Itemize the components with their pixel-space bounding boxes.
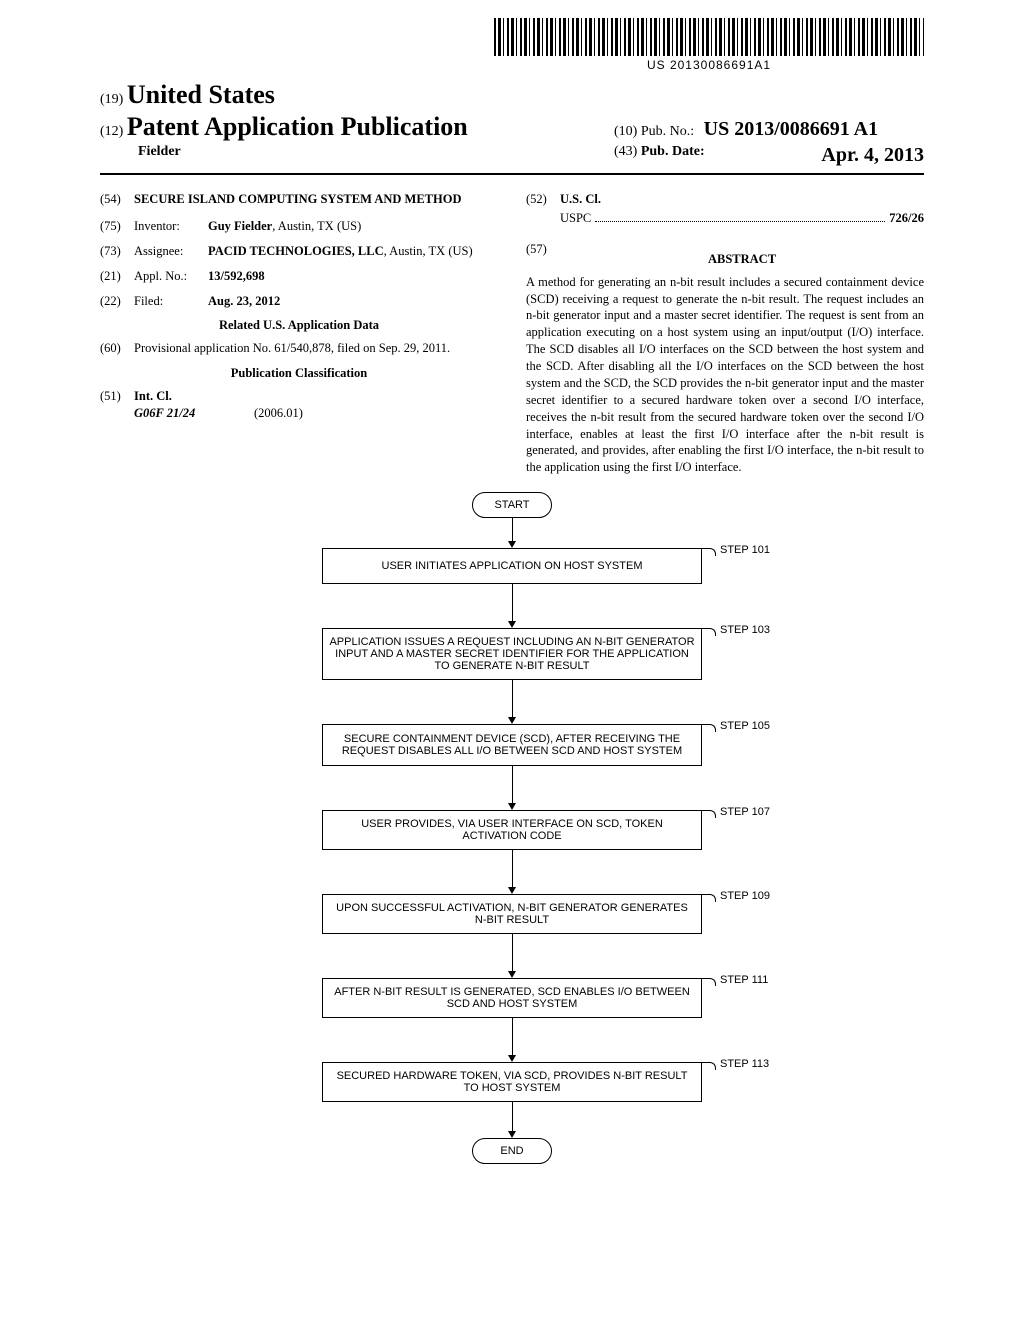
barcode-text: US 20130086691A1 (494, 58, 924, 72)
flow-arrow-line (512, 934, 513, 971)
flowchart: START USER INITIATES APPLICATION ON HOST … (100, 492, 924, 1252)
assignee-name: PACID TECHNOLOGIES, LLC (208, 244, 384, 258)
pubno-label: Pub. No.: (641, 124, 694, 139)
flow-node-end: END (472, 1138, 552, 1164)
pub-type: Patent Application Publication (127, 112, 468, 141)
applno-num: (21) (100, 268, 134, 285)
pubdate-line: (43) Pub. Date: Apr. 4, 2013 (614, 144, 924, 167)
abstract-num: (57) (526, 241, 560, 274)
intcl-code: G06F 21/24 (134, 405, 254, 422)
inventor-loc: , Austin, TX (US) (272, 219, 361, 233)
country: United States (127, 80, 275, 109)
filed-num: (22) (100, 293, 134, 310)
related-header: Related U.S. Application Data (100, 317, 498, 334)
pubno-num: (10) (614, 124, 637, 139)
uscl-code: 726/26 (889, 210, 924, 227)
pubno-line: (10) Pub. No.: US 2013/0086691 A1 (614, 118, 924, 141)
flow-step-label: STEP 111 (720, 974, 768, 986)
uscl-num: (52) (526, 191, 560, 208)
flow-arrow-head (508, 803, 516, 810)
flow-node-s109: UPON SUCCESSFUL ACTIVATION, N-BIT GENERA… (322, 894, 702, 934)
pub-type-num: (12) (100, 124, 123, 139)
flow-arrow-line (512, 680, 513, 717)
barcode-graphic (494, 18, 924, 56)
pubclass-header: Publication Classification (100, 365, 498, 382)
pubdate: Apr. 4, 2013 (821, 144, 924, 167)
flow-arrow-head (508, 1055, 516, 1062)
filed: Aug. 23, 2012 (208, 293, 498, 310)
pubdate-label: Pub. Date: (641, 144, 705, 159)
flow-arrow-line (512, 766, 513, 803)
assignee-label: Assignee: (134, 243, 208, 260)
flow-arrow-line (512, 584, 513, 621)
flow-step-label: STEP 107 (720, 806, 770, 818)
flow-arrow-line (512, 1018, 513, 1055)
flow-step-label: STEP 113 (720, 1058, 769, 1070)
left-col: (54) SECURE ISLAND COMPUTING SYSTEM AND … (100, 191, 498, 476)
inventor-val: Guy Fielder, Austin, TX (US) (208, 218, 498, 235)
flow-arrow-head (508, 1131, 516, 1138)
assignee-loc: , Austin, TX (US) (384, 244, 473, 258)
flow-arrow-line (512, 518, 513, 541)
flow-arrow-head (508, 621, 516, 628)
flow-arrow-line (512, 850, 513, 887)
barcode-block: US 20130086691A1 (494, 18, 924, 72)
country-num: (19) (100, 92, 123, 107)
applno-label: Appl. No.: (134, 268, 208, 285)
pub-type-line: (12) Patent Application Publication (100, 112, 468, 142)
flow-node-s111: AFTER N-BIT RESULT IS GENERATED, SCD ENA… (322, 978, 702, 1018)
applno: 13/592,698 (208, 268, 498, 285)
filed-label: Filed: (134, 293, 208, 310)
title: SECURE ISLAND COMPUTING SYSTEM AND METHO… (134, 191, 498, 208)
flow-arrow-head (508, 717, 516, 724)
flow-step-label: STEP 109 (720, 890, 770, 902)
uscl-dots (595, 212, 885, 222)
author: Fielder (100, 144, 181, 167)
pubno: US 2013/0086691 A1 (704, 118, 878, 140)
flow-step-label: STEP 105 (720, 720, 770, 732)
abstract-body: A method for generating an n-bit result … (526, 274, 924, 477)
intcl-date: (2006.01) (254, 405, 303, 422)
prov-num: (60) (100, 340, 134, 357)
flow-step-label: STEP 103 (720, 624, 770, 636)
flow-node-s101: USER INITIATES APPLICATION ON HOST SYSTE… (322, 548, 702, 584)
flow-step-label: STEP 101 (720, 544, 770, 556)
uscl-prefix: USPC (560, 210, 591, 227)
flow-arrow-head (508, 887, 516, 894)
assignee-num: (73) (100, 243, 134, 260)
prov-text: Provisional application No. 61/540,878, … (134, 340, 498, 357)
right-col: (52) U.S. Cl. USPC 726/26 (57) ABSTRACT … (526, 191, 924, 476)
flow-node-s113: SECURED HARDWARE TOKEN, VIA SCD, PROVIDE… (322, 1062, 702, 1102)
flow-lead (702, 978, 716, 986)
header-rule (100, 173, 924, 175)
inventor-name: Guy Fielder (208, 219, 272, 233)
flow-lead (702, 628, 716, 636)
flow-lead (702, 810, 716, 818)
inventor-label: Inventor: (134, 218, 208, 235)
flow-lead (702, 894, 716, 902)
flow-arrow-head (508, 971, 516, 978)
flow-lead (702, 548, 716, 556)
abstract-label: ABSTRACT (560, 251, 924, 268)
flow-node-s105: SECURE CONTAINMENT DEVICE (SCD), AFTER R… (322, 724, 702, 766)
intcl-num: (51) (100, 388, 134, 405)
inventor-num: (75) (100, 218, 134, 235)
title-num: (54) (100, 191, 134, 208)
flow-arrow-head (508, 541, 516, 548)
header: (19) United States (12) Patent Applicati… (100, 80, 924, 175)
flow-node-start: START (472, 492, 552, 518)
intcl-label: Int. Cl. (134, 388, 498, 405)
flow-arrow-line (512, 1102, 513, 1131)
flow-node-s103: APPLICATION ISSUES A REQUEST INCLUDING A… (322, 628, 702, 680)
assignee-val: PACID TECHNOLOGIES, LLC, Austin, TX (US) (208, 243, 498, 260)
biblio-columns: (54) SECURE ISLAND COMPUTING SYSTEM AND … (100, 191, 924, 476)
header-country-line: (19) United States (100, 80, 924, 110)
pubdate-num: (43) (614, 144, 637, 159)
flow-node-s107: USER PROVIDES, VIA USER INTERFACE ON SCD… (322, 810, 702, 850)
uscl-label: U.S. Cl. (560, 191, 924, 208)
flow-lead (702, 1062, 716, 1070)
flow-lead (702, 724, 716, 732)
